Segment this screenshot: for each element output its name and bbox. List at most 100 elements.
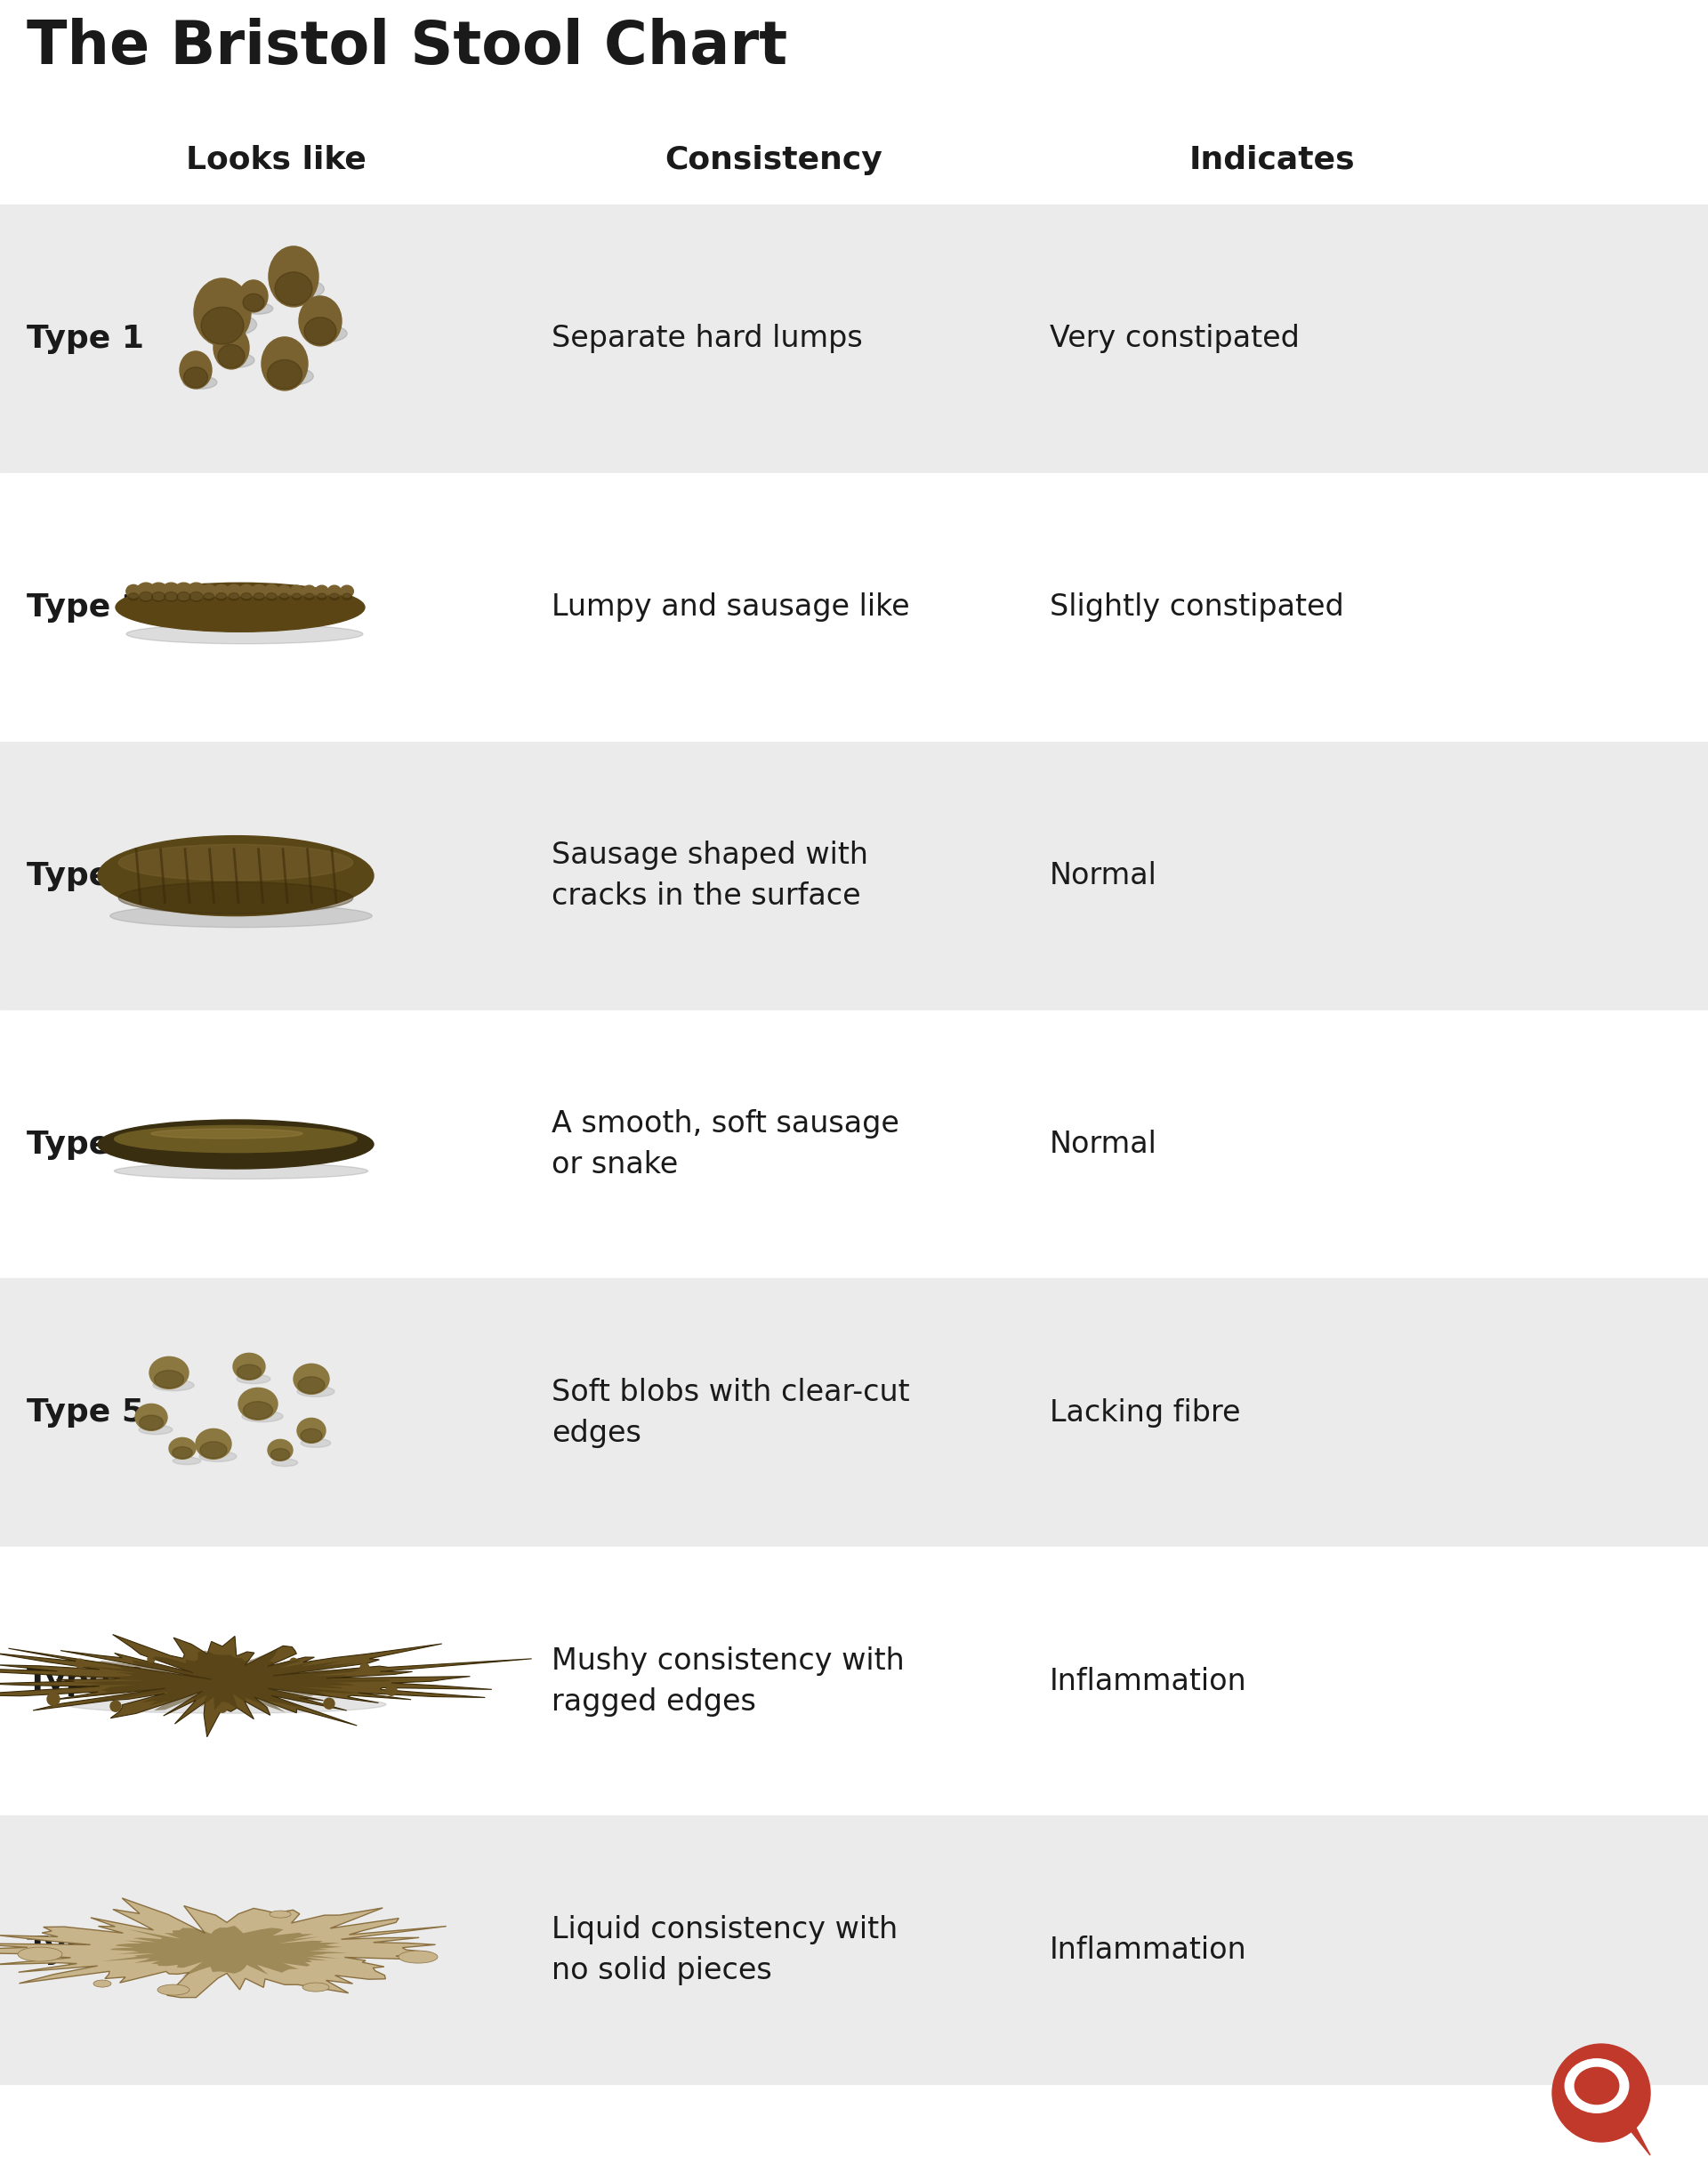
- Ellipse shape: [297, 1378, 325, 1393]
- Ellipse shape: [316, 585, 328, 598]
- Circle shape: [360, 1665, 369, 1673]
- Ellipse shape: [328, 585, 342, 598]
- Text: Type 2: Type 2: [27, 593, 143, 621]
- Ellipse shape: [114, 1126, 357, 1152]
- Ellipse shape: [202, 585, 217, 598]
- Ellipse shape: [202, 306, 244, 343]
- Ellipse shape: [239, 280, 268, 313]
- Ellipse shape: [292, 593, 301, 600]
- Ellipse shape: [299, 296, 342, 346]
- Ellipse shape: [297, 1419, 326, 1443]
- Ellipse shape: [261, 337, 307, 391]
- Bar: [0, 1547, 1708, 1817]
- Text: Looks like: Looks like: [186, 146, 366, 176]
- Ellipse shape: [173, 1458, 202, 1465]
- Ellipse shape: [243, 1402, 273, 1419]
- Text: Normal: Normal: [1050, 861, 1158, 891]
- Ellipse shape: [138, 1425, 173, 1434]
- Ellipse shape: [97, 1119, 374, 1169]
- Text: Type 1: Type 1: [27, 324, 143, 354]
- Ellipse shape: [186, 582, 205, 600]
- Ellipse shape: [164, 591, 178, 602]
- Text: A smooth, soft sausage
or snake: A smooth, soft sausage or snake: [552, 1108, 898, 1180]
- Ellipse shape: [94, 1980, 111, 1986]
- Ellipse shape: [184, 367, 208, 387]
- Text: Lumpy and sausage like: Lumpy and sausage like: [552, 593, 910, 621]
- Text: Lacking fibre: Lacking fibre: [1050, 1397, 1240, 1428]
- Bar: [0, 474, 1708, 741]
- Ellipse shape: [214, 585, 229, 598]
- Ellipse shape: [268, 361, 302, 389]
- Text: Liquid consistency with
no solid pieces: Liquid consistency with no solid pieces: [552, 1914, 898, 1984]
- Ellipse shape: [174, 582, 193, 600]
- Ellipse shape: [268, 1439, 292, 1460]
- Ellipse shape: [196, 1430, 231, 1458]
- Ellipse shape: [116, 582, 366, 632]
- Ellipse shape: [183, 376, 217, 389]
- Ellipse shape: [398, 1951, 437, 1962]
- Circle shape: [75, 1658, 84, 1669]
- Ellipse shape: [251, 585, 266, 598]
- Text: The Bristol Stool Chart: The Bristol Stool Chart: [27, 17, 787, 76]
- Ellipse shape: [196, 313, 256, 337]
- Ellipse shape: [200, 1441, 227, 1458]
- Ellipse shape: [114, 1163, 367, 1180]
- Ellipse shape: [239, 1389, 277, 1419]
- Ellipse shape: [340, 585, 354, 598]
- Polygon shape: [101, 1925, 348, 1977]
- Ellipse shape: [243, 1410, 284, 1421]
- Ellipse shape: [272, 1458, 297, 1467]
- Ellipse shape: [190, 591, 203, 602]
- Text: Type 4: Type 4: [27, 1130, 143, 1160]
- Ellipse shape: [109, 904, 372, 928]
- Ellipse shape: [149, 582, 167, 600]
- Ellipse shape: [290, 585, 304, 598]
- Ellipse shape: [243, 302, 273, 315]
- Polygon shape: [0, 1897, 446, 1997]
- Text: Type 3: Type 3: [27, 861, 143, 891]
- Ellipse shape: [154, 1380, 195, 1391]
- Ellipse shape: [342, 593, 352, 600]
- Ellipse shape: [214, 326, 249, 369]
- Ellipse shape: [140, 1415, 164, 1430]
- Ellipse shape: [275, 272, 313, 304]
- Ellipse shape: [135, 1404, 167, 1430]
- Ellipse shape: [217, 593, 227, 600]
- Text: Indicates: Indicates: [1189, 146, 1354, 176]
- Text: Inflammation: Inflammation: [1050, 1936, 1247, 1964]
- Text: Consistency: Consistency: [664, 146, 883, 176]
- Text: Slightly constipated: Slightly constipated: [1050, 593, 1344, 621]
- Ellipse shape: [173, 1447, 193, 1458]
- Ellipse shape: [203, 593, 214, 600]
- Text: Very constipated: Very constipated: [1050, 324, 1300, 354]
- Ellipse shape: [195, 278, 251, 346]
- Polygon shape: [58, 1649, 389, 1712]
- Ellipse shape: [278, 585, 290, 598]
- Ellipse shape: [304, 593, 314, 600]
- Ellipse shape: [301, 1439, 331, 1447]
- Ellipse shape: [270, 1910, 290, 1919]
- Ellipse shape: [219, 346, 244, 367]
- Circle shape: [290, 1658, 297, 1665]
- Ellipse shape: [239, 585, 254, 598]
- Ellipse shape: [318, 593, 326, 600]
- Ellipse shape: [162, 582, 181, 600]
- Ellipse shape: [126, 585, 140, 598]
- Circle shape: [325, 1699, 335, 1708]
- Ellipse shape: [179, 352, 212, 389]
- Ellipse shape: [268, 246, 318, 306]
- Ellipse shape: [154, 1371, 184, 1389]
- Ellipse shape: [330, 593, 338, 600]
- Ellipse shape: [157, 1984, 190, 1995]
- Circle shape: [111, 1701, 121, 1712]
- Ellipse shape: [265, 585, 278, 598]
- Ellipse shape: [272, 278, 325, 300]
- Text: Soft blobs with clear-cut
edges: Soft blobs with clear-cut edges: [552, 1378, 910, 1447]
- Ellipse shape: [294, 1365, 330, 1395]
- Circle shape: [1553, 2045, 1650, 2143]
- Ellipse shape: [302, 1982, 330, 1993]
- Ellipse shape: [137, 582, 155, 600]
- Ellipse shape: [150, 1356, 188, 1389]
- Ellipse shape: [266, 593, 277, 600]
- Ellipse shape: [297, 1386, 335, 1397]
